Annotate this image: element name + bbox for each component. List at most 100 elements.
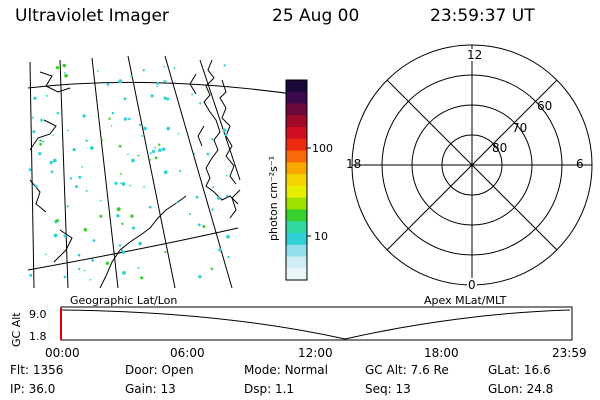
colorbar-cell <box>286 162 307 175</box>
timeline-x-tick: 23:59 <box>552 346 587 360</box>
aurora-point <box>202 225 206 228</box>
aurora-point <box>72 148 76 152</box>
aurora-point <box>137 266 140 269</box>
polar-plot <box>351 44 593 286</box>
aurora-point <box>143 186 146 188</box>
timeline-x-tick: 00:00 <box>45 346 80 360</box>
aurora-point <box>108 117 111 120</box>
colorbar-cell <box>286 256 307 269</box>
mlat-label-80: 80 <box>492 141 507 155</box>
aurora-point <box>120 182 122 184</box>
aurora-point <box>52 158 57 163</box>
aurora-point <box>116 214 120 218</box>
geographic-map <box>27 55 301 289</box>
colorbar-scale <box>286 80 307 281</box>
timeline-y-tick: 1.8 <box>29 330 47 343</box>
colorbar-cell <box>286 138 307 152</box>
aurora-point <box>118 144 122 148</box>
aurora-point <box>38 152 42 156</box>
aurora-point <box>77 253 81 257</box>
aurora-point <box>197 223 201 227</box>
polar-spoke <box>386 79 558 251</box>
aurora-point <box>163 96 167 100</box>
info-ip: IP: 36.0 <box>10 382 56 396</box>
colorbar-cell <box>286 127 307 140</box>
info-mode: Mode: Normal <box>244 363 328 377</box>
aurora-point <box>111 111 115 115</box>
aurora-point <box>56 111 60 115</box>
aurora-point <box>175 201 179 204</box>
aurora-point <box>105 261 110 265</box>
aurora-point <box>198 275 202 279</box>
colorbar-unit-label: photon cm⁻²s⁻¹ <box>267 156 280 241</box>
aurora-point <box>129 184 132 187</box>
aurora-point <box>130 214 134 218</box>
latitude-line <box>27 227 239 271</box>
aurora-point <box>81 166 83 168</box>
aurora-point <box>122 271 126 275</box>
aurora-point <box>91 258 95 262</box>
aurora-point <box>173 67 176 70</box>
observation-date: 25 Aug 00 <box>272 6 360 26</box>
aurora-point <box>55 66 60 70</box>
aurora-point <box>149 158 152 161</box>
aurora-point <box>224 133 228 137</box>
colorbar-cell <box>286 103 307 116</box>
longitude-line <box>91 57 119 289</box>
colorbar-cell <box>286 80 307 93</box>
aurora-point <box>116 207 121 212</box>
coastlines <box>29 59 241 289</box>
aurora-point <box>32 130 36 134</box>
mlat-label-60: 60 <box>537 99 552 113</box>
aurora-point <box>82 114 86 118</box>
aurora-point <box>123 117 128 121</box>
aurora-point <box>188 213 191 215</box>
aurora-point <box>110 125 113 127</box>
aurora-point <box>137 154 140 157</box>
colorbar: 100 10 photon cm⁻²s⁻¹ <box>267 79 333 281</box>
aurora-point <box>44 253 47 256</box>
timeline: Geographic Lat/Lon Apex MLat/MLT GC Alt … <box>10 294 587 360</box>
aurora-point <box>34 184 38 188</box>
colorbar-cell <box>286 91 307 105</box>
aurora-point <box>63 234 67 238</box>
aurora-point <box>63 275 67 279</box>
aurora-point <box>114 181 118 185</box>
aurora-point <box>199 102 202 105</box>
aurora-point <box>206 152 210 156</box>
info-glat: GLat: 16.6 <box>488 363 551 377</box>
colorbar-cell <box>286 268 307 281</box>
aurora-point <box>64 73 68 78</box>
aurora-point <box>99 214 103 218</box>
aurora-point <box>127 153 129 155</box>
longitude-line <box>29 61 35 289</box>
aurora-point <box>123 97 127 101</box>
aurora-point <box>39 142 42 146</box>
aurora-point <box>143 126 147 131</box>
colorbar-cell <box>286 150 307 163</box>
aurora-point <box>99 199 102 202</box>
info-seq: Seq: 13 <box>365 382 411 396</box>
colorbar-cell <box>286 115 307 128</box>
info-flt: Flt: 1356 <box>10 363 64 377</box>
aurora-point <box>225 174 228 177</box>
timeline-y-tick: 9.0 <box>29 308 47 321</box>
aurora-point <box>141 135 144 137</box>
map-projection-label: Geographic Lat/Lon <box>70 294 177 307</box>
aurora-point <box>227 256 230 259</box>
aurora-point <box>118 244 122 247</box>
info-door: Door: Open <box>125 363 194 377</box>
colorbar-cell <box>286 185 307 199</box>
longitude-line <box>164 55 233 289</box>
info-dsp: Dsp: 1.1 <box>244 382 295 396</box>
longitude-line <box>199 59 241 181</box>
gc-altitude-curve <box>61 309 571 340</box>
aurora-emission-points <box>28 63 230 281</box>
aurora-point <box>156 85 158 88</box>
colorbar-cell <box>286 221 307 234</box>
aurora-point <box>158 148 162 152</box>
aurora-point <box>52 134 54 137</box>
aurora-point <box>67 129 69 132</box>
aurora-point <box>150 94 154 98</box>
aurora-point <box>166 97 170 101</box>
